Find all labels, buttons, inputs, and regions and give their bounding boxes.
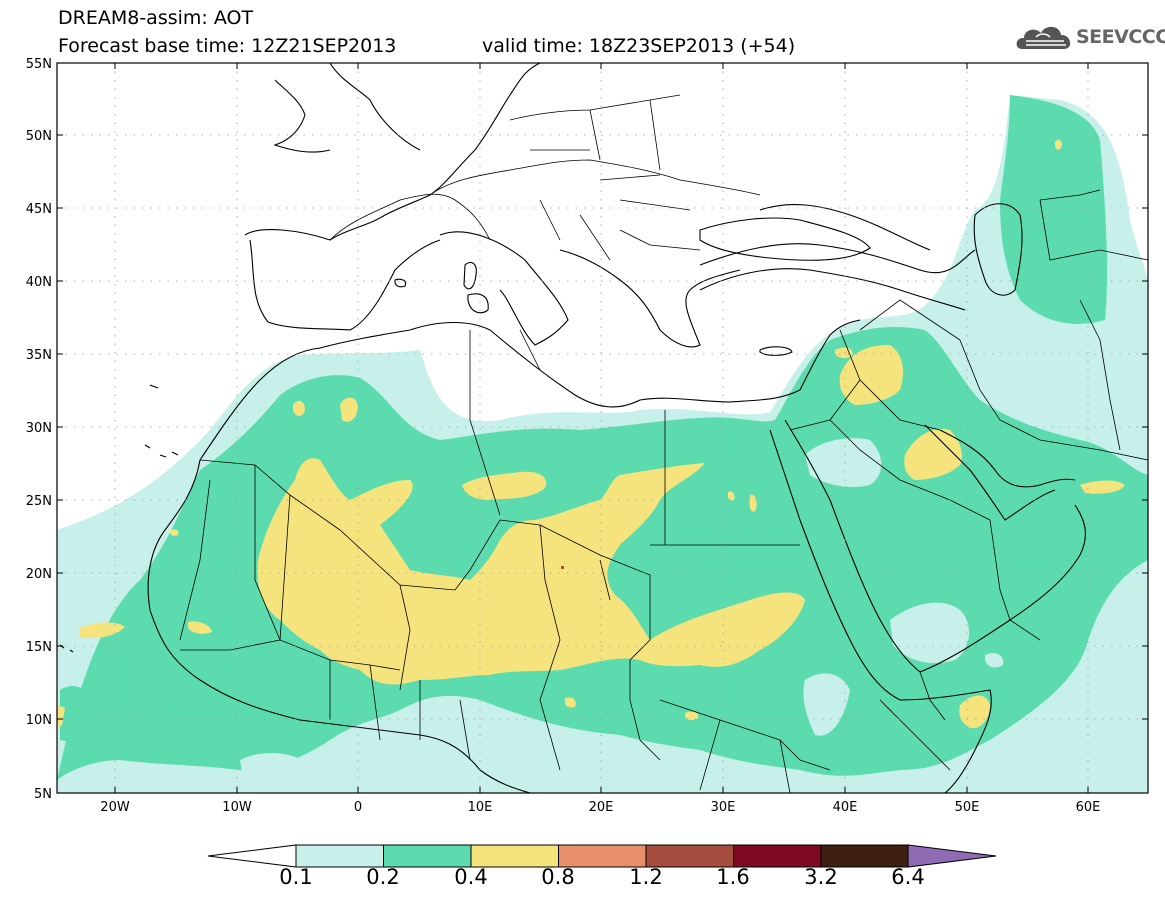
cloud-icon — [1016, 26, 1071, 49]
colorbar-swatch — [295, 844, 384, 868]
colorbar-tick: 0.1 — [279, 865, 313, 889]
lon-label: 10E — [468, 800, 493, 815]
colorbar-lower-arrow — [207, 844, 297, 868]
lat-label: 25N — [26, 494, 52, 509]
colorbar-swatch — [470, 844, 559, 868]
colorbar-tick: 1.2 — [629, 865, 663, 889]
logo-text: SEEVCCC — [1076, 26, 1165, 48]
colorbar-tick: 1.6 — [716, 865, 750, 889]
forecast-base-time: Forecast base time: 12Z21SEP2013 — [58, 35, 397, 57]
colorbar-tick: 3.2 — [804, 865, 838, 889]
colorbar-swatch — [820, 844, 909, 868]
map-panel — [57, 63, 1148, 793]
lat-label: 20N — [26, 567, 52, 582]
lat-label: 45N — [26, 202, 52, 217]
lon-label: 0 — [354, 800, 362, 815]
aot-contour-low-patches — [240, 438, 1004, 790]
lat-label: 5N — [34, 787, 52, 802]
map-frame — [56, 62, 1149, 794]
lat-label: 55N — [26, 57, 52, 72]
colorbar-swatch — [558, 844, 647, 868]
lon-label: 60E — [1076, 800, 1101, 815]
lat-label: 35N — [26, 348, 52, 363]
colorbar-swatches — [295, 844, 909, 868]
lon-label: 20W — [100, 800, 130, 815]
colorbar-swatch — [645, 844, 734, 868]
colorbar-tick: 0.4 — [454, 865, 488, 889]
coastlines — [59, 63, 1086, 793]
lon-label: 20E — [589, 800, 614, 815]
colorbar-swatch — [733, 844, 822, 868]
colorbar-tick: 0.2 — [366, 865, 400, 889]
seevccc-logo: SEEVCCC — [1016, 20, 1165, 54]
map-title: DREAM8-assim: AOT — [58, 7, 254, 29]
colorbar — [207, 844, 997, 868]
lat-label: 50N — [26, 129, 52, 144]
aot-contour-0.4 — [57, 139, 1125, 729]
lon-label: 50E — [955, 800, 980, 815]
lon-label: 10W — [222, 800, 252, 815]
colorbar-upper-arrow — [907, 844, 997, 868]
latitude-labels: 55N 50N 45N 40N 35N 30N 25N 20N 15N 10N … — [26, 57, 52, 802]
lat-label: 40N — [26, 275, 52, 290]
lat-label: 10N — [26, 713, 52, 728]
colorbar-tick-labels: 0.1 0.2 0.4 0.8 1.2 1.6 3.2 6.4 — [0, 865, 1165, 895]
aot-high-spot — [561, 566, 564, 569]
lon-label: 30E — [711, 800, 736, 815]
lat-label: 30N — [26, 421, 52, 436]
colorbar-tick: 0.8 — [541, 865, 575, 889]
country-borders — [179, 94, 1148, 793]
longitude-labels: 20W 10W 0 10E 20E 30E 40E 50E 60E — [100, 800, 1100, 815]
colorbar-swatch — [383, 844, 472, 868]
colorbar-tick: 6.4 — [891, 865, 925, 889]
valid-time: valid time: 18Z23SEP2013 (+54) — [482, 35, 796, 57]
lon-label: 40E — [833, 800, 858, 815]
graticule — [57, 63, 1148, 793]
lat-label: 15N — [26, 640, 52, 655]
axis-ticks — [57, 62, 1148, 794]
